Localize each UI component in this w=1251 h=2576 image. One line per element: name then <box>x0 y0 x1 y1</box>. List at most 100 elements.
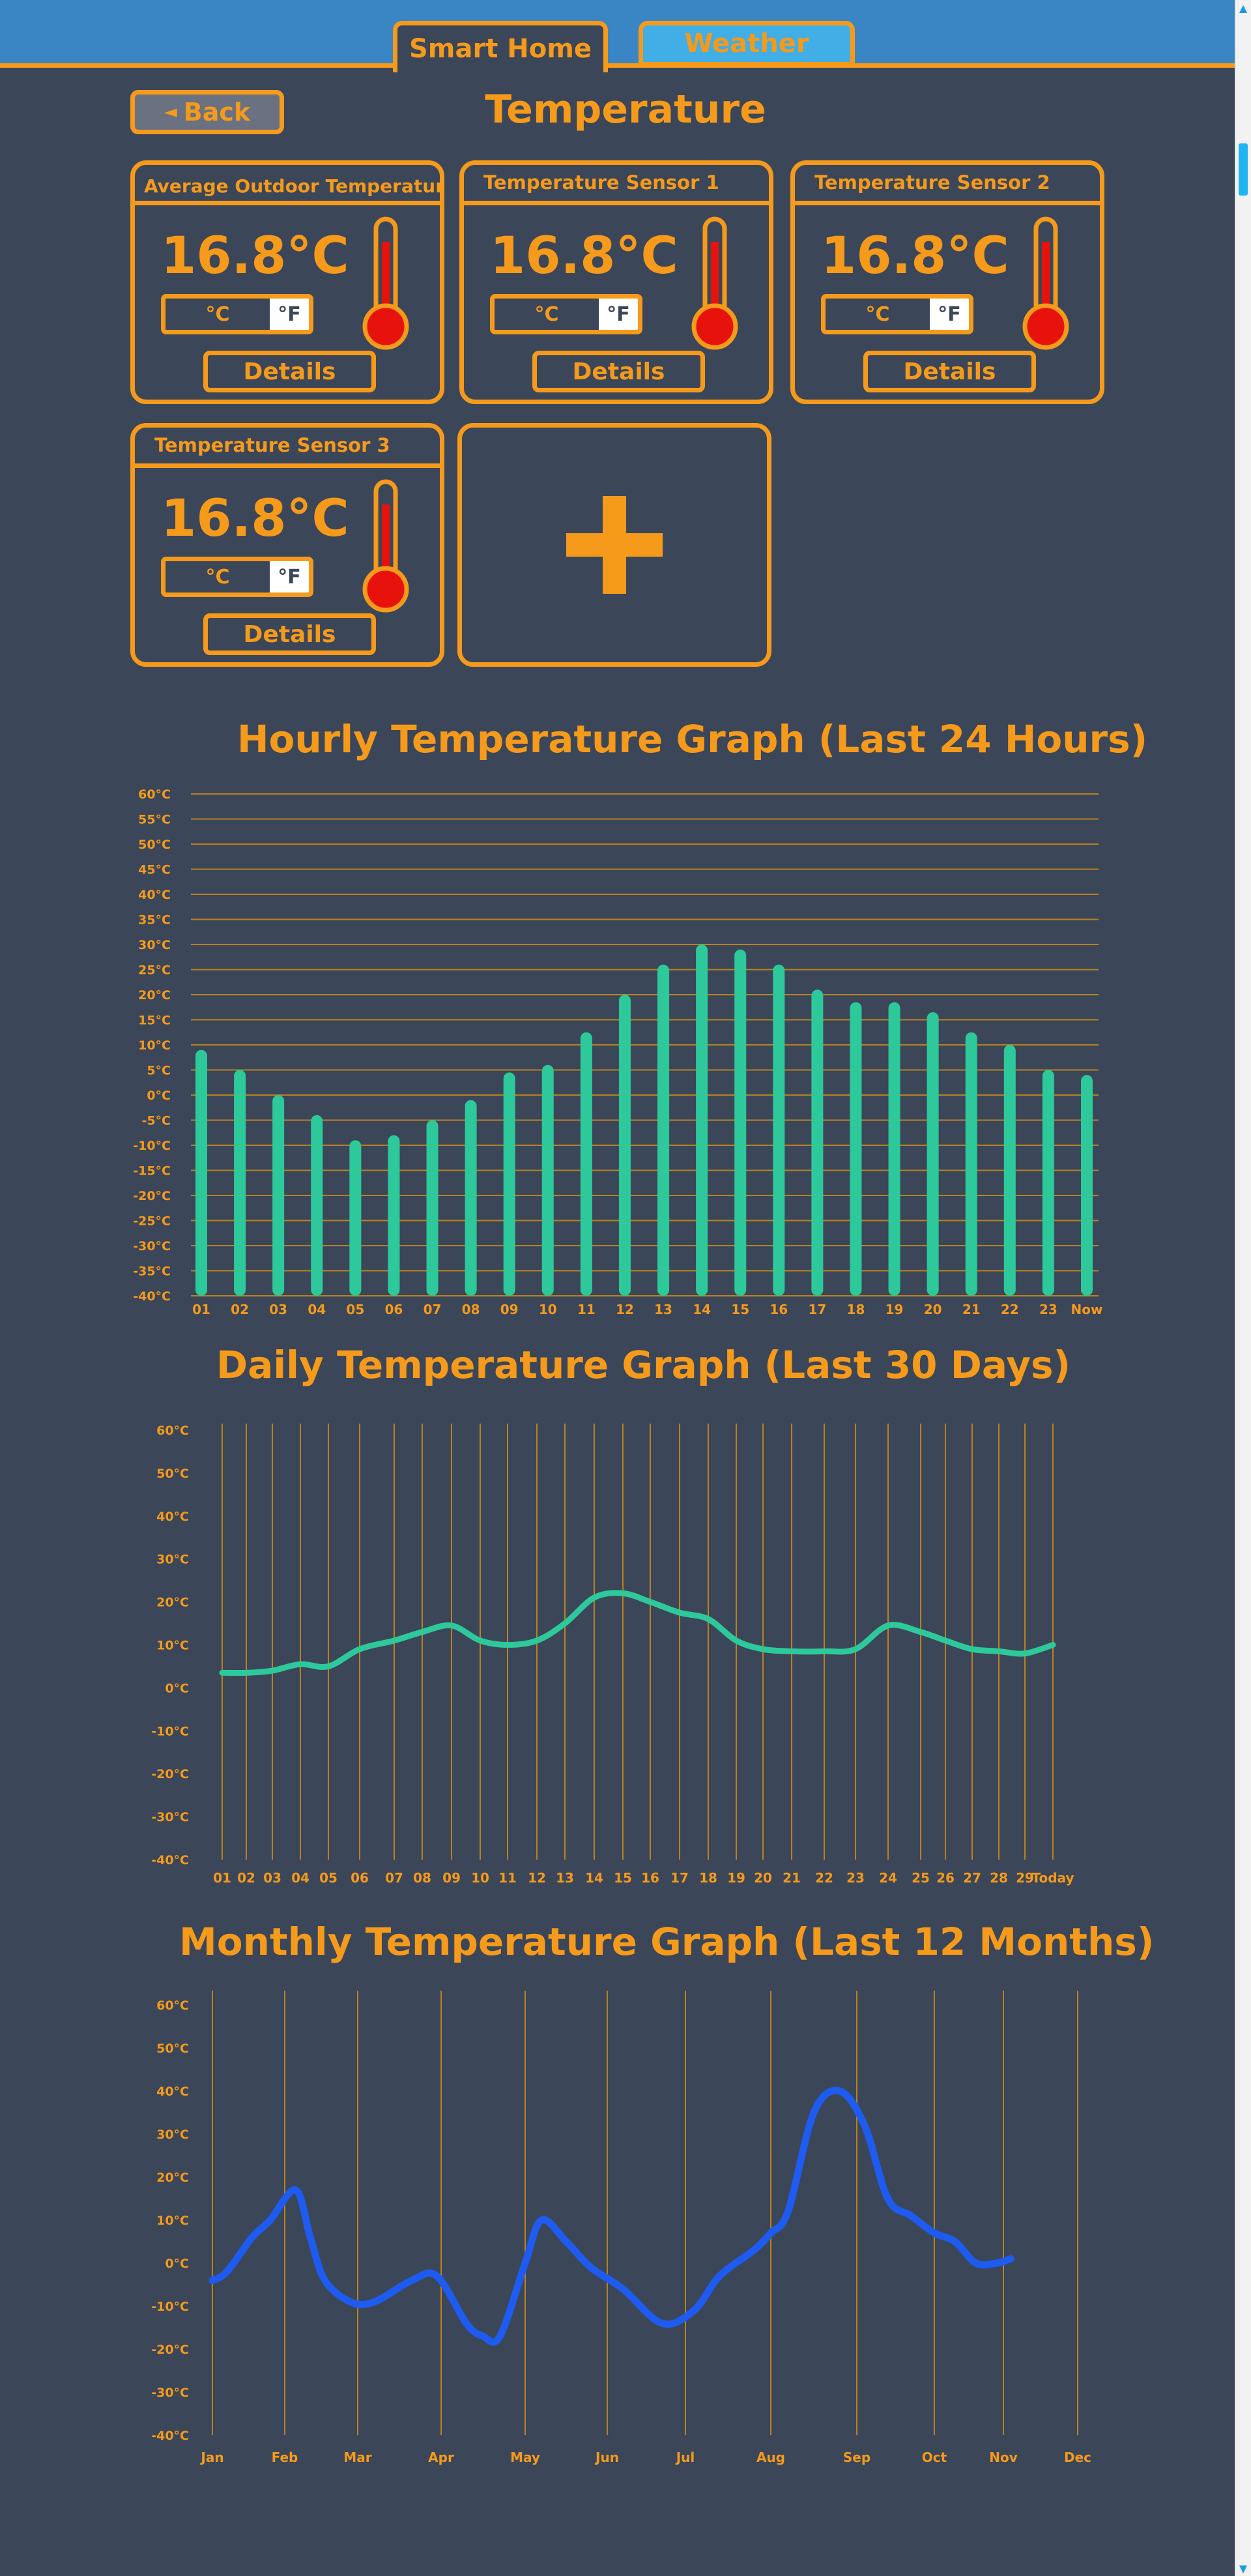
card-title: Temperature Sensor 2 <box>795 165 1100 205</box>
x-tick-label: 04 <box>308 1302 326 1317</box>
back-arrow-icon: ◄ <box>164 102 177 122</box>
x-tick-label: 10 <box>471 1870 489 1886</box>
hourly-bar <box>272 1095 285 1296</box>
x-tick-label: 17 <box>808 1302 826 1317</box>
card-title: Temperature Sensor 3 <box>135 428 440 468</box>
y-tick-label: -20°C <box>151 2343 189 2357</box>
back-button[interactable]: ◄ Back <box>130 90 284 134</box>
temperature-value: 16.8°C <box>161 227 349 285</box>
unit-toggle[interactable]: °C °F <box>821 294 973 334</box>
x-tick-label: 11 <box>498 1870 517 1886</box>
unit-fahrenheit-option[interactable]: °F <box>599 299 638 330</box>
unit-celsius-option[interactable]: °C <box>205 565 230 589</box>
x-tick-label: Nov <box>989 2450 1018 2465</box>
x-tick-label: 18 <box>847 1302 865 1317</box>
unit-fahrenheit-option[interactable]: °F <box>270 561 309 593</box>
x-tick-label: 16 <box>641 1870 659 1886</box>
x-tick-label: 15 <box>614 1870 632 1886</box>
x-tick-label: 03 <box>263 1870 281 1886</box>
x-tick-label: 13 <box>654 1302 672 1317</box>
x-tick-label: Today <box>1032 1870 1074 1886</box>
x-tick-label: 17 <box>670 1870 689 1886</box>
details-button[interactable]: Details <box>203 613 376 655</box>
y-tick-label: -30°C <box>133 1239 171 1253</box>
page-title: Temperature <box>485 87 766 132</box>
thermometer-icon <box>362 479 409 613</box>
details-button[interactable]: Details <box>203 351 376 392</box>
x-tick-label: 15 <box>731 1302 749 1317</box>
card-title: Average Outdoor Temperature <box>135 165 440 205</box>
daily-graph-title: Daily Temperature Graph (Last 30 Days) <box>216 1343 1071 1387</box>
x-tick-label: 23 <box>846 1870 865 1886</box>
details-button[interactable]: Details <box>863 351 1036 392</box>
x-tick-label: 07 <box>385 1870 403 1886</box>
x-tick-label: Jun <box>594 2450 619 2465</box>
x-tick-label: 25 <box>912 1870 930 1886</box>
unit-celsius-option[interactable]: °C <box>534 302 559 326</box>
y-tick-label: -35°C <box>133 1265 171 1279</box>
x-tick-label: 09 <box>442 1870 461 1886</box>
x-tick-label: 09 <box>500 1302 519 1317</box>
y-tick-label: 30°C <box>156 2128 189 2142</box>
x-tick-label: Mar <box>343 2450 371 2465</box>
tab-weather[interactable]: Weather <box>639 21 855 66</box>
x-tick-label: 23 <box>1039 1302 1057 1317</box>
y-tick-label: 5°C <box>147 1064 171 1078</box>
y-tick-label: -10°C <box>151 1724 189 1738</box>
y-tick-label: -10°C <box>133 1139 171 1153</box>
y-tick-label: 60°C <box>156 1424 189 1438</box>
unit-toggle[interactable]: °C °F <box>161 294 313 334</box>
hourly-bar <box>465 1100 477 1296</box>
hourly-bar <box>580 1032 592 1296</box>
y-tick-label: 50°C <box>156 1467 189 1481</box>
add-sensor-card[interactable] <box>457 423 771 667</box>
x-tick-label: 22 <box>815 1870 833 1886</box>
scrollbar[interactable]: ▲ ▼ <box>1235 0 1251 2576</box>
y-tick-label: 25°C <box>138 963 171 978</box>
x-tick-label: 16 <box>769 1302 788 1317</box>
details-button[interactable]: Details <box>532 351 705 392</box>
y-tick-label: 15°C <box>138 1014 171 1028</box>
x-tick-label: Now <box>1071 1302 1103 1317</box>
scroll-down-icon[interactable]: ▼ <box>1239 2562 1248 2575</box>
unit-celsius-option[interactable]: °C <box>205 302 230 326</box>
unit-celsius-option[interactable]: °C <box>865 302 890 326</box>
daily-temperature-line <box>219 1590 1056 1676</box>
hourly-bar <box>195 1049 207 1296</box>
scroll-thumb[interactable] <box>1239 143 1248 196</box>
unit-fahrenheit-option[interactable]: °F <box>270 299 309 330</box>
y-tick-label: -10°C <box>151 2300 189 2314</box>
x-tick-label: 01 <box>192 1302 210 1317</box>
y-tick-label: 40°C <box>156 1510 189 1524</box>
x-tick-label: Aug <box>756 2450 785 2465</box>
x-tick-label: 06 <box>385 1302 403 1317</box>
hourly-bar <box>503 1072 515 1296</box>
y-tick-label: -40°C <box>151 1853 189 1867</box>
hourly-bar <box>311 1115 323 1296</box>
x-tick-label: 21 <box>962 1302 981 1317</box>
unit-fahrenheit-option[interactable]: °F <box>930 299 969 330</box>
x-tick-label: 27 <box>963 1870 981 1886</box>
y-tick-label: 50°C <box>138 838 171 852</box>
thermometer-icon <box>362 216 409 350</box>
top-nav-bar: Smart Home Weather <box>0 0 1235 72</box>
y-tick-label: 50°C <box>156 2042 189 2056</box>
unit-toggle[interactable]: °C °F <box>490 294 642 334</box>
x-tick-label: 04 <box>291 1870 309 1886</box>
y-tick-label: 10°C <box>138 1038 171 1053</box>
hourly-bar <box>927 1012 939 1296</box>
card-sensor-2: Temperature Sensor 2 16.8°C °C °F Detail… <box>790 160 1104 404</box>
hourly-bar <box>696 944 708 1296</box>
tab-smart-home[interactable]: Smart Home <box>393 21 608 72</box>
x-tick-label: 06 <box>351 1870 369 1886</box>
x-tick-label: 11 <box>577 1302 596 1317</box>
y-tick-label: 40°C <box>138 888 171 902</box>
x-tick-label: Apr <box>428 2450 454 2465</box>
hourly-bar <box>1003 1045 1016 1296</box>
hourly-bar <box>1081 1075 1093 1296</box>
x-tick-label: 08 <box>413 1870 431 1886</box>
unit-toggle[interactable]: °C °F <box>161 557 313 597</box>
x-tick-label: 28 <box>990 1870 1008 1886</box>
hourly-bar <box>541 1064 554 1296</box>
scroll-up-icon[interactable]: ▲ <box>1239 1 1248 14</box>
